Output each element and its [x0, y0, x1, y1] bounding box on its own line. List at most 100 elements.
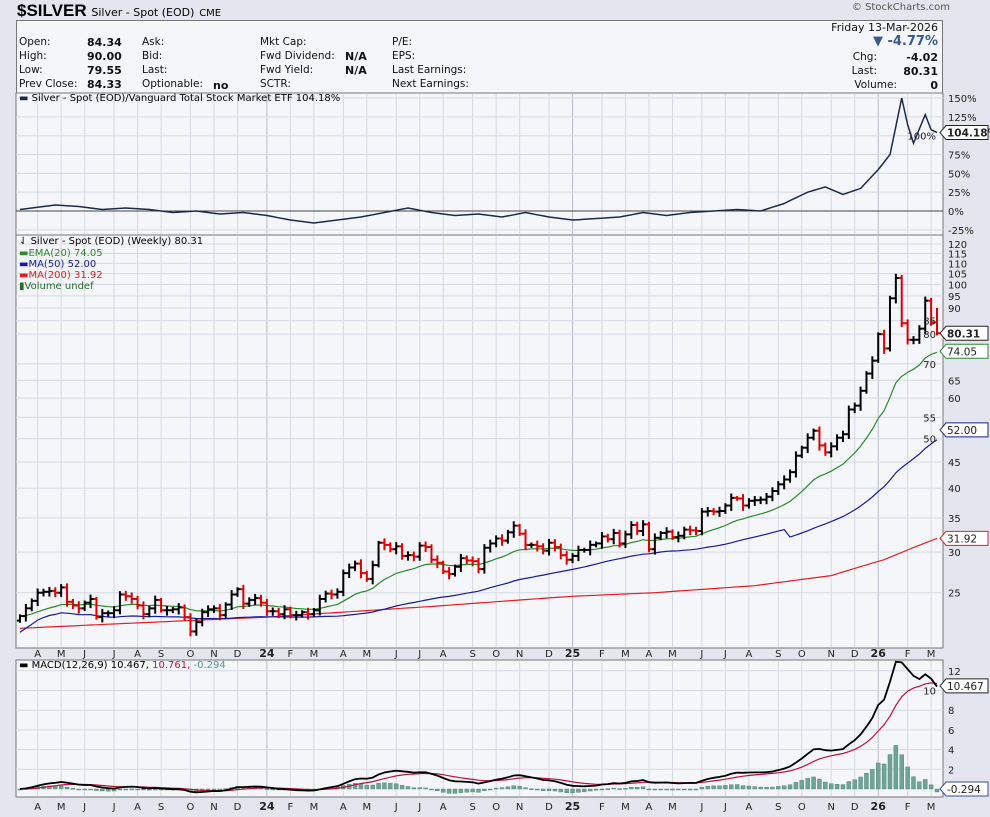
- ohlc-bar: [422, 541, 429, 553]
- x-axis-label: 24: [259, 647, 275, 660]
- ohlc-bar: [704, 507, 711, 517]
- ohlc-bar: [222, 602, 229, 618]
- ohlc-bar: [598, 532, 605, 549]
- ohlc-bar: [469, 556, 476, 567]
- x-axis-label: J: [82, 802, 86, 813]
- x-axis-label: F: [905, 649, 911, 660]
- ohlc-bar: [669, 529, 676, 540]
- macd-tick-label: 4: [948, 746, 954, 757]
- ohlc-bar: [399, 543, 406, 560]
- histogram-bar: [887, 754, 893, 790]
- x-axis-label: A: [34, 649, 41, 660]
- histogram-bar: [546, 788, 552, 791]
- ratio-tick-label: 150%: [948, 94, 977, 105]
- ratio-tick-label: 75%: [948, 151, 970, 162]
- price-panel: [15, 234, 944, 649]
- macd-line: [19, 660, 938, 794]
- x-axis-label: A: [134, 649, 141, 660]
- histogram-bar: [746, 785, 752, 790]
- ohlc-bar: [281, 605, 288, 620]
- ohlc-bar: [863, 371, 870, 394]
- ohlc-bar: [751, 496, 758, 506]
- histogram-bar: [740, 785, 746, 790]
- x-axis-label: N: [516, 802, 523, 813]
- chg-label: Chg:: [852, 51, 877, 63]
- x-axis-label: M: [310, 649, 319, 660]
- x-axis-label: A: [134, 802, 141, 813]
- histogram-bar: [729, 784, 734, 790]
- histogram-bar: [558, 788, 563, 793]
- histogram-bar: [564, 788, 569, 794]
- last-price-value: 80.31: [903, 65, 938, 78]
- bid-label: Bid:: [142, 50, 163, 62]
- histogram-bar: [58, 785, 64, 790]
- histogram-bar: [617, 788, 622, 790]
- x-axis-label: 25: [565, 800, 580, 813]
- histogram-bar: [776, 786, 781, 790]
- x-axis-label: M: [621, 649, 630, 660]
- histogram-bar: [405, 786, 411, 790]
- ohlc-bar: [346, 563, 353, 578]
- price-tick-label: 40: [948, 484, 961, 495]
- price-tick-label: 90: [948, 304, 961, 315]
- ohlc-bar: [792, 451, 799, 478]
- histogram-bar: [435, 788, 440, 791]
- price-tick-label: 45: [948, 458, 961, 469]
- ohlc-bar: [663, 527, 670, 539]
- histogram-bar: [799, 780, 805, 790]
- ohlc-bar: [75, 601, 82, 614]
- x-axis-label: O: [798, 802, 806, 813]
- x-axis-label: S: [469, 802, 475, 813]
- histogram-bar: [670, 788, 675, 791]
- histogram-bar: [452, 788, 458, 794]
- ohlc-bar: [828, 442, 835, 458]
- ohlc-bar: [857, 386, 864, 411]
- ohlc-bar: [199, 608, 206, 627]
- ohlc-bar: [775, 481, 782, 496]
- x-axis-label: A: [440, 649, 447, 660]
- ohlc-bar: [252, 593, 259, 605]
- histogram-bar: [805, 778, 810, 790]
- histogram-bar: [599, 788, 605, 791]
- x-axis-label: A: [340, 649, 347, 660]
- ohlc-bar: [916, 325, 923, 344]
- histogram-bar: [781, 785, 787, 790]
- ema20-value-tag: 74.05: [939, 343, 989, 359]
- x-axis-label: J: [699, 649, 703, 660]
- histogram-bar: [529, 788, 534, 790]
- x-axis-label: D: [234, 802, 242, 813]
- ohlc-bar: [322, 590, 329, 603]
- ohlc-bar: [557, 543, 564, 560]
- price-tick-label: 65: [948, 376, 961, 387]
- ohlc-bar: [216, 604, 223, 621]
- signal-legend-text: 10.761,: [148, 660, 191, 671]
- ohlc-bar: [46, 587, 53, 597]
- ohlc-bar: [722, 503, 729, 514]
- histogram-bar: [358, 783, 364, 790]
- histogram-bar: [934, 788, 940, 793]
- histogram-value-tag-box: [939, 781, 989, 797]
- ratio-tick-label: -25%: [948, 226, 974, 237]
- histogram-bar: [852, 779, 857, 790]
- ohlc-bar: [416, 542, 423, 561]
- ohlc-bar: [839, 430, 846, 443]
- ohlc-bar: [316, 594, 323, 616]
- ohlc-bar: [904, 319, 911, 345]
- copyright: © StockCharts.com: [851, 2, 950, 13]
- histogram-bar: [64, 786, 70, 790]
- ohlc-bar: [516, 523, 523, 536]
- macd-legend-text: MACD(12,26,9) 10.467,: [31, 660, 149, 671]
- price-value-tag: 80.31: [939, 325, 989, 341]
- signal-line: [19, 682, 938, 792]
- ma200-value-tag: 31.92: [939, 530, 989, 546]
- ohlc-bar: [87, 594, 94, 609]
- ohlc-bar: [463, 555, 470, 564]
- histogram-bar: [858, 776, 863, 790]
- ohlc-bar: [122, 590, 129, 601]
- ohlc-bar: [187, 613, 194, 637]
- ma200-line: [19, 537, 938, 629]
- x-axis-label: M: [927, 802, 936, 813]
- histogram-bar: [817, 778, 822, 790]
- x-axis-label: 26: [871, 647, 887, 660]
